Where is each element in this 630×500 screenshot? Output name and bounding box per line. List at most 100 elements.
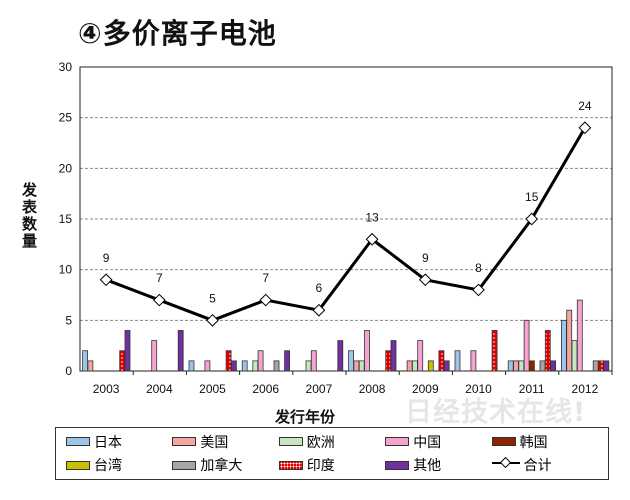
legend-label: 其他 — [413, 458, 442, 475]
bar-中国 — [151, 340, 158, 372]
bar-印度 — [491, 330, 498, 372]
total-line — [105, 127, 587, 322]
bar-其他 — [230, 360, 237, 372]
y-tick-label: 25 — [59, 111, 73, 125]
legend-swatch — [385, 460, 410, 470]
bar-美国 — [513, 360, 519, 372]
bar-其他 — [177, 330, 184, 372]
bar-加拿大 — [273, 360, 280, 372]
bar-美国 — [566, 309, 573, 372]
bar-中国 — [310, 350, 317, 372]
total-data-label: 9 — [422, 251, 429, 265]
bar-日本 — [454, 350, 461, 372]
x-tick-label: 2005 — [199, 382, 226, 396]
legend-swatch — [172, 437, 197, 447]
bar-欧洲 — [571, 340, 578, 372]
bar-印度 — [225, 350, 232, 372]
y-axis-label: 发表数量 — [22, 181, 38, 250]
total-point — [99, 273, 113, 287]
total-point — [418, 273, 432, 287]
bar-欧洲 — [411, 360, 418, 372]
x-tick-label: 2008 — [359, 382, 386, 396]
x-tick-label: 2004 — [146, 382, 173, 396]
legend-item: 欧洲 — [278, 432, 385, 452]
legend-swatch — [491, 437, 516, 447]
legend-item: 加拿大 — [172, 455, 278, 475]
legend-item: 日本 — [66, 432, 172, 452]
y-tick-label: 5 — [65, 313, 72, 327]
bar-其他 — [603, 360, 610, 372]
y-tick-label: 0 — [65, 364, 72, 378]
bar-其他 — [124, 330, 131, 372]
total-point — [525, 212, 539, 226]
bar-韩国 — [529, 360, 535, 372]
bar-中国 — [364, 330, 370, 372]
legend-label: 韩国 — [519, 434, 548, 451]
total-data-label: 13 — [365, 210, 379, 224]
bar-印度 — [385, 350, 392, 372]
x-tick-label: 2006 — [252, 382, 279, 396]
legend-label: 欧洲 — [306, 434, 335, 451]
legend-label: 加拿大 — [200, 458, 243, 475]
y-tick-label: 15 — [59, 212, 73, 226]
bar-中国 — [257, 350, 264, 372]
y-tick-label: 20 — [59, 161, 73, 175]
bar-其他 — [284, 350, 291, 372]
total-data-label: 6 — [316, 281, 323, 295]
legend-swatch — [385, 437, 410, 447]
bar-中国 — [204, 360, 211, 372]
y-tick-label: 30 — [59, 60, 73, 74]
total-point — [206, 313, 219, 327]
total-data-label: 24 — [578, 99, 592, 113]
total-point — [365, 232, 379, 246]
legend-item: 印度 — [278, 455, 385, 475]
bar-日本 — [82, 350, 88, 372]
total-data-label: 7 — [156, 271, 163, 285]
x-tick-label: 2007 — [306, 382, 333, 396]
x-tick-label: 2010 — [465, 382, 492, 396]
legend-item: 中国 — [385, 432, 491, 452]
total-data-label: 8 — [475, 261, 482, 275]
legend-item: 合计 — [491, 455, 598, 475]
bar-台湾 — [427, 360, 434, 372]
bar-其他 — [443, 360, 450, 372]
legend-label: 中国 — [413, 434, 442, 451]
bar-日本 — [348, 350, 355, 372]
bar-美国 — [353, 360, 360, 372]
bar-其他 — [390, 340, 397, 372]
legend-swatch — [491, 457, 520, 473]
chart-title: ④多价离子电池 — [78, 17, 277, 50]
total-point — [152, 293, 166, 307]
total-point — [472, 283, 485, 297]
bar-中国 — [576, 299, 583, 372]
total-point — [259, 293, 273, 307]
y-tick-label: 10 — [59, 263, 73, 277]
total-data-label: 5 — [209, 291, 216, 305]
total-data-label: 15 — [525, 190, 539, 204]
bar-美国 — [87, 360, 94, 372]
x-tick-label: 2003 — [93, 382, 120, 396]
total-point — [578, 121, 592, 135]
bar-欧洲 — [252, 360, 259, 372]
total-data-label: 9 — [103, 251, 110, 265]
bar-日本 — [241, 360, 248, 372]
legend-item: 台湾 — [66, 455, 172, 475]
x-tick-label: 2012 — [572, 382, 599, 396]
bar-其他 — [337, 340, 344, 372]
legend-label: 印度 — [306, 458, 335, 475]
bar-欧洲 — [358, 360, 365, 372]
watermark: 日经技术在线! — [405, 397, 587, 428]
legend-item: 美国 — [172, 432, 278, 452]
bar-其他 — [550, 360, 556, 372]
legend-label: 台湾 — [94, 458, 122, 475]
bar-欧洲 — [305, 360, 312, 372]
bar-日本 — [507, 360, 514, 372]
x-tick-label: 2009 — [412, 382, 439, 396]
legend-swatch — [66, 437, 90, 447]
legend-swatch — [278, 460, 303, 470]
legend-label: 日本 — [94, 434, 122, 451]
x-tick-label: 2011 — [519, 382, 545, 396]
bar-美国 — [406, 360, 413, 372]
legend-label: 合计 — [523, 458, 552, 475]
bar-欧洲 — [518, 360, 525, 372]
